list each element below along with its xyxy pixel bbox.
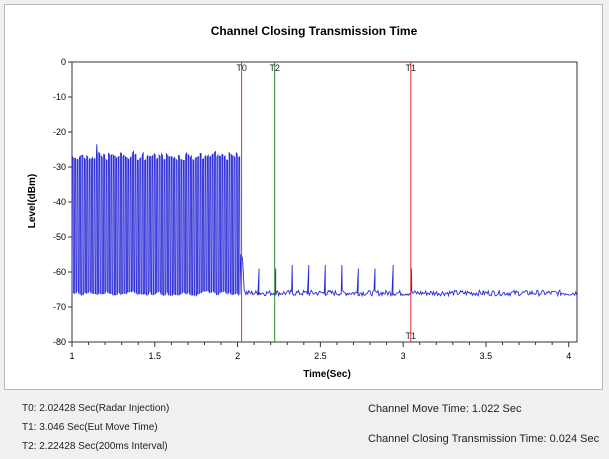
t0-info: T0: 2.02428 Sec(Radar Injection) bbox=[22, 403, 170, 414]
marker-label-t0: T0 bbox=[236, 63, 247, 73]
channel-closing-time: Channel Closing Transmission Time: 0.024… bbox=[368, 433, 600, 445]
marker-label-t1: T1 bbox=[406, 63, 417, 73]
y-tick-label: -10 bbox=[53, 92, 66, 102]
chart-svg: Channel Closing Transmission Time 0 -10 -2… bbox=[27, 24, 578, 380]
y-tick-label: -30 bbox=[53, 162, 66, 172]
t2-info: T2: 2.22428 Sec(200ms Interval) bbox=[22, 441, 168, 452]
x-tick-label: 4 bbox=[566, 351, 571, 361]
y-tick-label: -50 bbox=[53, 232, 66, 242]
marker-label-t1-bottom: T1 bbox=[406, 331, 417, 341]
x-tick-label: 1.5 bbox=[149, 351, 162, 361]
channel-move-time: Channel Move Time: 1.022 Sec bbox=[368, 403, 522, 415]
signal-trace bbox=[71, 144, 578, 298]
y-tick-label: -20 bbox=[53, 127, 66, 137]
y-axis-label: Level(dBm) bbox=[27, 174, 38, 228]
y-tick-label: -60 bbox=[53, 267, 66, 277]
x-tick-label: 3 bbox=[401, 351, 406, 361]
y-tick-label: -80 bbox=[53, 337, 66, 347]
y-tick-label: -70 bbox=[53, 302, 66, 312]
t1-info: T1: 3.046 Sec(Eut Move Time) bbox=[22, 422, 158, 433]
x-tick-label: 3.5 bbox=[480, 351, 493, 361]
x-tick-label: 1 bbox=[69, 351, 74, 361]
x-tick-label: 2 bbox=[235, 351, 240, 361]
x-axis-label: Time(Sec) bbox=[303, 369, 351, 380]
chart-title: Channel Closing Transmission Time bbox=[211, 24, 418, 38]
chart-panel: Channel Closing Transmission Time 0 -10 -2… bbox=[4, 4, 603, 390]
x-tick-label: 2.5 bbox=[314, 351, 327, 361]
y-tick-label: -40 bbox=[53, 197, 66, 207]
y-tick-label: 0 bbox=[61, 57, 66, 67]
plot-area: 0 -10 -20 -30 -40 -50 -60 -70 -801 1.5 2 2.5 3 3.5 4 T0… bbox=[53, 57, 578, 361]
marker-label-t2: T2 bbox=[269, 63, 280, 73]
